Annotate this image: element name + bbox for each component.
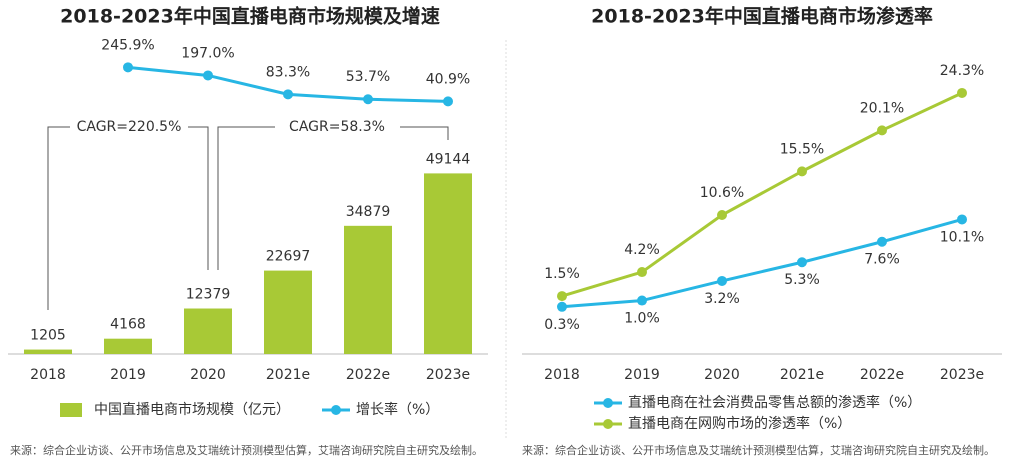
bar <box>24 349 72 354</box>
point <box>443 96 453 107</box>
legend-marker <box>603 419 613 429</box>
x-tick-label: 2020 <box>704 367 740 383</box>
x-tick-label: 2021e <box>780 367 824 383</box>
chart-title: 2018-2023年中国直播电商市场规模及增速 <box>60 5 440 28</box>
legend-marker <box>331 405 341 415</box>
bar <box>104 338 152 354</box>
legend-label: 直播电商在社会消费品零售总额的渗透率（%） <box>628 394 921 411</box>
data-label: 24.3% <box>940 63 984 79</box>
legend-label: 增长率（%） <box>356 401 439 418</box>
x-tick-label: 2021e <box>266 367 310 383</box>
point <box>363 94 373 105</box>
data-label: 40.9% <box>426 71 470 87</box>
point <box>203 70 213 81</box>
data-label: 34879 <box>346 204 391 220</box>
point <box>797 257 807 268</box>
line <box>561 218 963 309</box>
bar <box>344 225 392 354</box>
chart-title: 2018-2023年中国直播电商市场渗透率 <box>591 5 933 28</box>
annotation: CAGR=220.5% <box>77 119 182 135</box>
x-tick-label: 2019 <box>624 367 660 383</box>
data-label: 5.3% <box>784 272 820 288</box>
legend-label: 直播电商在网购市场的渗透率（%） <box>628 415 851 432</box>
point <box>957 214 967 225</box>
data-label: 1.5% <box>544 266 580 282</box>
bar <box>264 270 312 354</box>
bracket <box>47 126 70 310</box>
data-label: 10.6% <box>700 185 744 201</box>
x-tick-label: 2020 <box>190 367 226 383</box>
bracket <box>217 126 275 270</box>
data-label: 7.6% <box>864 252 900 268</box>
bracket <box>400 126 449 140</box>
x-tick-label: 2022e <box>860 367 904 383</box>
data-label: 20.1% <box>860 100 904 116</box>
point <box>557 301 567 312</box>
source: 来源：综合企业访谈、公开市场信息及艾瑞统计预测模型估算，艾瑞咨询研究院自主研究及… <box>522 444 995 457</box>
data-label: 197.0% <box>181 45 234 61</box>
data-label: 49144 <box>426 151 471 167</box>
point <box>123 62 133 73</box>
bracket <box>188 126 209 270</box>
x-tick-label: 2018 <box>30 367 66 383</box>
annotation: CAGR=58.3% <box>289 119 385 135</box>
point <box>877 125 887 136</box>
x-tick-label: 2019 <box>110 367 146 383</box>
data-label: 1.0% <box>624 311 660 327</box>
bar <box>184 308 232 354</box>
point <box>637 295 647 306</box>
x-tick-label: 2023e <box>940 367 984 383</box>
data-label: 3.2% <box>704 291 740 307</box>
point <box>957 87 967 98</box>
legend-marker <box>603 398 613 408</box>
data-label: 22697 <box>266 249 311 265</box>
point <box>717 210 727 221</box>
point <box>283 89 293 100</box>
data-label: 4.2% <box>624 242 660 258</box>
point <box>797 166 807 177</box>
legend-marker <box>60 403 82 417</box>
data-label: 53.7% <box>346 69 390 85</box>
data-label: 1205 <box>30 328 66 344</box>
bar <box>424 173 472 354</box>
point <box>877 236 887 247</box>
legend-label: 中国直播电商市场规模（亿元） <box>94 401 290 418</box>
data-label: 83.3% <box>266 64 310 80</box>
data-label: 0.3% <box>544 317 580 333</box>
point <box>637 267 647 278</box>
x-tick-label: 2023e <box>426 367 470 383</box>
data-label: 15.5% <box>780 141 824 157</box>
data-label: 10.1% <box>940 229 984 245</box>
data-label: 12379 <box>186 287 231 303</box>
point <box>557 291 567 302</box>
source: 来源：综合企业访谈、公开市场信息及艾瑞统计预测模型估算，艾瑞咨询研究院自主研究及… <box>10 444 483 457</box>
x-tick-label: 2018 <box>544 367 580 383</box>
point <box>717 275 727 286</box>
data-label: 245.9% <box>101 37 154 53</box>
data-label: 4168 <box>110 317 146 333</box>
line <box>561 91 963 298</box>
x-tick-label: 2022e <box>346 367 390 383</box>
